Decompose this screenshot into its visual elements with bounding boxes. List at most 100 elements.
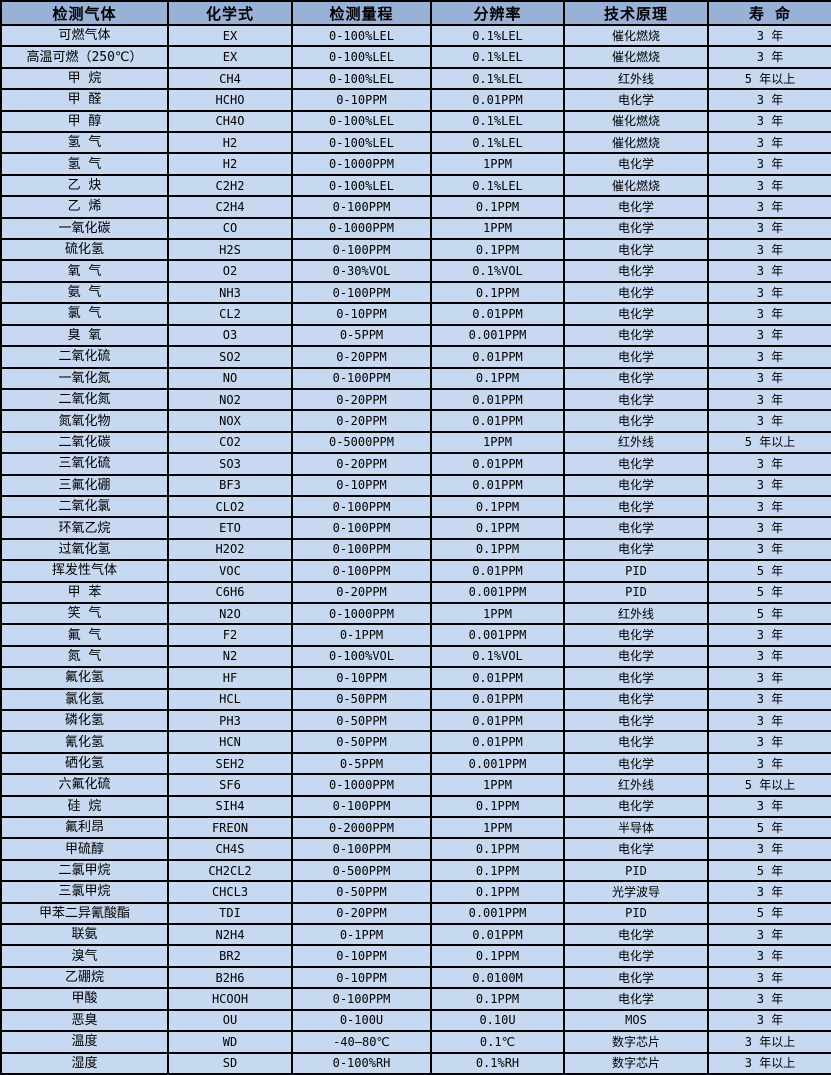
- range-cell: 0-10PPM: [291, 473, 432, 497]
- lifespan-cell: 3 年: [707, 923, 831, 947]
- formula-cell: HCL: [167, 687, 293, 712]
- principle-cell: 电化学: [563, 987, 709, 1011]
- principle-cell: 电化学: [563, 323, 709, 348]
- resolution-cell: 0.1%LEL: [430, 45, 565, 69]
- column-header-principle: 技术原理: [563, 0, 709, 26]
- lifespan-cell: 3 年: [707, 366, 831, 390]
- lifespan-cell: 3 年: [707, 323, 831, 348]
- formula-cell: HCN: [167, 730, 293, 754]
- formula-cell: SF6: [167, 773, 293, 797]
- resolution-cell: 0.1PPM: [430, 195, 565, 219]
- table-row: 氟化氢 HF 0-10PPM 0.01PPM 电化学 3 年: [0, 666, 831, 690]
- table-row: 可燃气体 EX 0-100%LEL 0.1%LEL 催化燃烧 3 年: [0, 23, 831, 48]
- principle-cell: 电化学: [563, 280, 709, 305]
- gas-cell: 氮 气: [0, 644, 169, 669]
- resolution-cell: 0.1%VOL: [430, 259, 565, 283]
- formula-cell: SIH4: [167, 794, 293, 819]
- range-cell: 0-100U: [291, 1008, 432, 1033]
- principle-cell: 电化学: [563, 965, 709, 990]
- gas-cell: 氟 气: [0, 623, 169, 647]
- formula-cell: NO: [167, 366, 293, 390]
- lifespan-cell: 3 年: [707, 944, 831, 968]
- gas-cell: 二氯甲烷: [0, 858, 169, 883]
- formula-cell: H2: [167, 152, 293, 176]
- range-cell: 0-100PPM: [291, 494, 432, 519]
- gas-cell: 乙硼烷: [0, 965, 169, 990]
- resolution-cell: 0.0100M: [430, 965, 565, 990]
- lifespan-cell: 5 年: [707, 858, 831, 883]
- gas-cell: 甲 醇: [0, 109, 169, 134]
- formula-cell: O3: [167, 323, 293, 348]
- lifespan-cell: 3 年: [707, 516, 831, 540]
- table-row: 硅 烷 SIH4 0-100PPM 0.1PPM 电化学 3 年: [0, 794, 831, 819]
- gas-cell: 氯化氢: [0, 687, 169, 712]
- range-cell: 0-100PPM: [291, 280, 432, 305]
- range-cell: 0-100PPM: [291, 238, 432, 262]
- gas-cell: 溴气: [0, 944, 169, 968]
- formula-cell: EX: [167, 23, 293, 48]
- principle-cell: 催化燃烧: [563, 45, 709, 69]
- range-cell: 0-100PPM: [291, 837, 432, 861]
- formula-cell: NH3: [167, 280, 293, 305]
- gas-cell: 一氧化碳: [0, 216, 169, 241]
- gas-cell: 过氧化氢: [0, 537, 169, 562]
- gas-cell: 温度: [0, 1030, 169, 1054]
- lifespan-cell: 5 年: [707, 559, 831, 583]
- lifespan-cell: 5 年: [707, 901, 831, 926]
- resolution-cell: 1PPM: [430, 601, 565, 626]
- gas-cell: 乙 烯: [0, 195, 169, 219]
- resolution-cell: 0.1PPM: [430, 280, 565, 305]
- resolution-cell: 1PPM: [430, 430, 565, 455]
- resolution-cell: 0.1%LEL: [430, 23, 565, 48]
- formula-cell: CLO2: [167, 494, 293, 519]
- resolution-cell: 0.1PPM: [430, 880, 565, 904]
- range-cell: 0-500PPM: [291, 858, 432, 883]
- range-cell: 0-50PPM: [291, 708, 432, 733]
- range-cell: 0-100PPM: [291, 537, 432, 562]
- gas-cell: 甲 醛: [0, 88, 169, 112]
- principle-cell: 电化学: [563, 837, 709, 861]
- gas-cell: 湿度: [0, 1051, 169, 1075]
- principle-cell: 电化学: [563, 666, 709, 690]
- formula-cell: N2H4: [167, 923, 293, 947]
- table-row: 三氟化硼 BF3 0-10PPM 0.01PPM 电化学 3 年: [0, 473, 831, 497]
- table-row: 二氧化氮 NO2 0-20PPM 0.01PPM 电化学 3 年: [0, 387, 831, 412]
- gas-cell: 氮氧化物: [0, 409, 169, 433]
- table-row: 乙 炔 C2H2 0-100%LEL 0.1%LEL 催化燃烧 3 年: [0, 173, 831, 198]
- formula-cell: NOX: [167, 409, 293, 433]
- formula-cell: N2O: [167, 601, 293, 626]
- resolution-cell: 1PPM: [430, 152, 565, 176]
- gas-cell: 氯 气: [0, 302, 169, 326]
- table-row: 甲苯二异氰酸酯 TDI 0-20PPM 0.001PPM PID 5 年: [0, 901, 831, 926]
- principle-cell: 电化学: [563, 216, 709, 241]
- formula-cell: HCHO: [167, 88, 293, 112]
- formula-cell: O2: [167, 259, 293, 283]
- resolution-cell: 0.1PPM: [430, 837, 565, 861]
- range-cell: 0-100%LEL: [291, 109, 432, 134]
- table-row: 三氯甲烷 CHCL3 0-50PPM 0.1PPM 光学波导 3 年: [0, 880, 831, 904]
- resolution-cell: 0.1PPM: [430, 987, 565, 1011]
- lifespan-cell: 3 年: [707, 708, 831, 733]
- principle-cell: 电化学: [563, 708, 709, 733]
- lifespan-cell: 3 年: [707, 880, 831, 904]
- formula-cell: CHCL3: [167, 880, 293, 904]
- formula-cell: ETO: [167, 516, 293, 540]
- range-cell: 0-100%VOL: [291, 644, 432, 669]
- lifespan-cell: 3 年: [707, 666, 831, 690]
- gas-cell: 氧 气: [0, 259, 169, 283]
- formula-cell: CO2: [167, 430, 293, 455]
- table-row: 甲 醛 HCHO 0-10PPM 0.01PPM 电化学 3 年: [0, 88, 831, 112]
- formula-cell: HF: [167, 666, 293, 690]
- formula-cell: PH3: [167, 708, 293, 733]
- table-row: 二氯甲烷 CH2CL2 0-500PPM 0.1PPM PID 5 年: [0, 858, 831, 883]
- gas-cell: 臭 氧: [0, 323, 169, 348]
- lifespan-cell: 3 年: [707, 23, 831, 48]
- gas-cell: 环氧乙烷: [0, 516, 169, 540]
- principle-cell: 电化学: [563, 623, 709, 647]
- lifespan-cell: 3 年: [707, 751, 831, 776]
- resolution-cell: 0.001PPM: [430, 751, 565, 776]
- table-row: 过氧化氢 H2O2 0-100PPM 0.1PPM 电化学 3 年: [0, 537, 831, 562]
- table-row: 高温可燃（250℃） EX 0-100%LEL 0.1%LEL 催化燃烧 3 年: [0, 45, 831, 69]
- resolution-cell: 0.1℃: [430, 1030, 565, 1054]
- formula-cell: SEH2: [167, 751, 293, 776]
